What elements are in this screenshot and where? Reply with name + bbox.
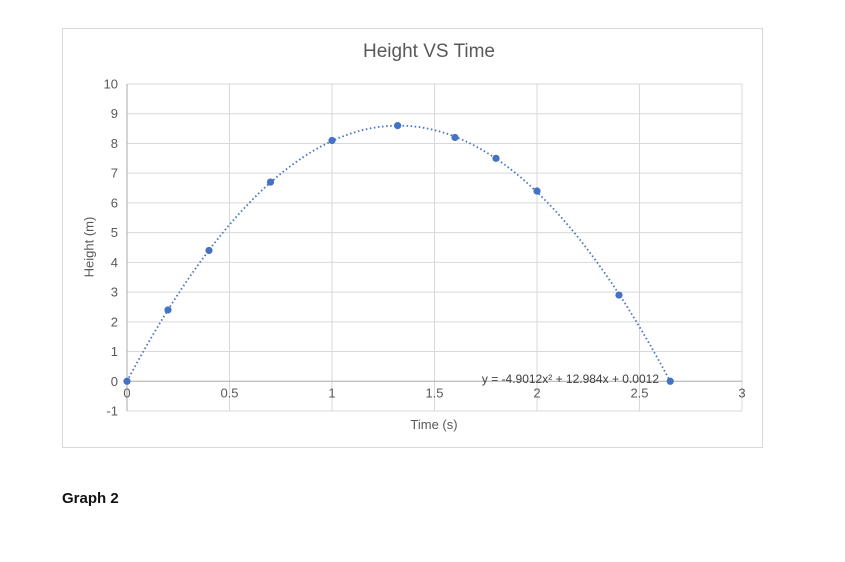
graph-caption: Graph 2 [62, 490, 119, 507]
data-point[interactable] [266, 178, 275, 186]
y-tick-label: 1 [111, 344, 118, 359]
x-tick-label: 1.5 [425, 385, 443, 400]
y-tick-label: 7 [111, 166, 118, 181]
y-tick-label: 4 [111, 255, 118, 270]
x-tick-label: 2.5 [630, 385, 648, 400]
y-tick-label: 9 [111, 106, 118, 121]
data-point[interactable] [615, 291, 623, 299]
x-axis-title: Time (s) [410, 417, 458, 432]
data-point[interactable] [164, 306, 172, 314]
y-tick-label: 0 [111, 374, 118, 389]
data-point[interactable] [533, 187, 541, 195]
chart-title: Height VS Time [363, 41, 495, 62]
y-tick-label: 10 [104, 77, 118, 92]
x-tick-label: 3 [738, 385, 745, 400]
y-axis-title: Height (m) [81, 216, 97, 278]
trendline-equation-label[interactable]: y = -4.9012x² + 12.984x + 0.0012 [481, 372, 659, 386]
data-point[interactable] [394, 122, 402, 130]
data-point[interactable] [492, 154, 500, 162]
data-point[interactable] [205, 246, 213, 255]
y-tick-label: 2 [111, 314, 118, 329]
data-point[interactable] [666, 377, 674, 385]
x-tick-label: 0.5 [220, 385, 238, 400]
data-point[interactable] [451, 133, 459, 142]
y-tick-label: 3 [111, 285, 118, 300]
y-tick-label: 6 [111, 195, 118, 210]
x-tick-label: 2 [533, 385, 540, 400]
y-tick-label: 8 [111, 136, 118, 151]
x-tick-label: 1 [328, 385, 335, 400]
y-tick-label: 5 [111, 225, 118, 240]
chart[interactable]: Height VS Time 0 0.5 1 1.5 2 2.5 3 10 9 8 7 6 5 4 3 2 1 0… [62, 28, 763, 448]
x-tick-label: 0 [123, 385, 130, 400]
y-tick-label: -1 [106, 404, 118, 419]
data-point[interactable] [123, 377, 131, 385]
data-point[interactable] [328, 136, 336, 145]
